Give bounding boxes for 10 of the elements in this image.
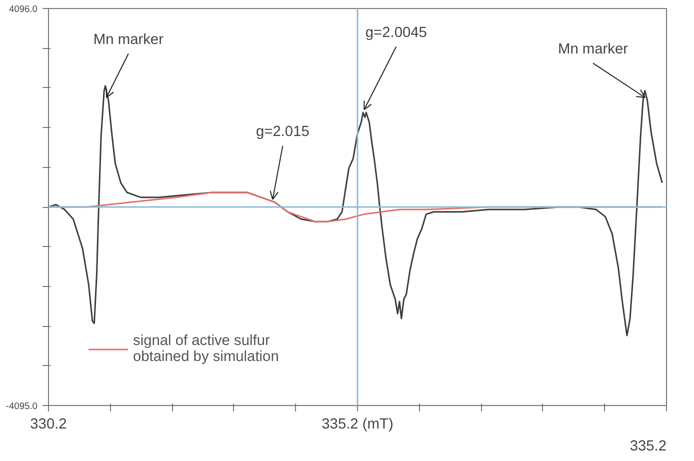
annotation: Mn marker bbox=[558, 41, 628, 58]
text: 335.2 bbox=[630, 438, 667, 454]
y-tick-label: -4095.0 bbox=[6, 401, 38, 411]
annotation: g=2.0045 bbox=[365, 24, 427, 41]
annotation: g=2.015 bbox=[256, 124, 310, 140]
y-tick-label: 4096.0 bbox=[8, 4, 38, 14]
x-tick-label: 335.2 (mT) bbox=[322, 416, 394, 432]
annotation: Mn marker bbox=[93, 32, 164, 48]
x-tick-label: 330.2 bbox=[30, 416, 67, 432]
legend-label: signal of active sulfur obtained by simulation bbox=[133, 333, 279, 365]
